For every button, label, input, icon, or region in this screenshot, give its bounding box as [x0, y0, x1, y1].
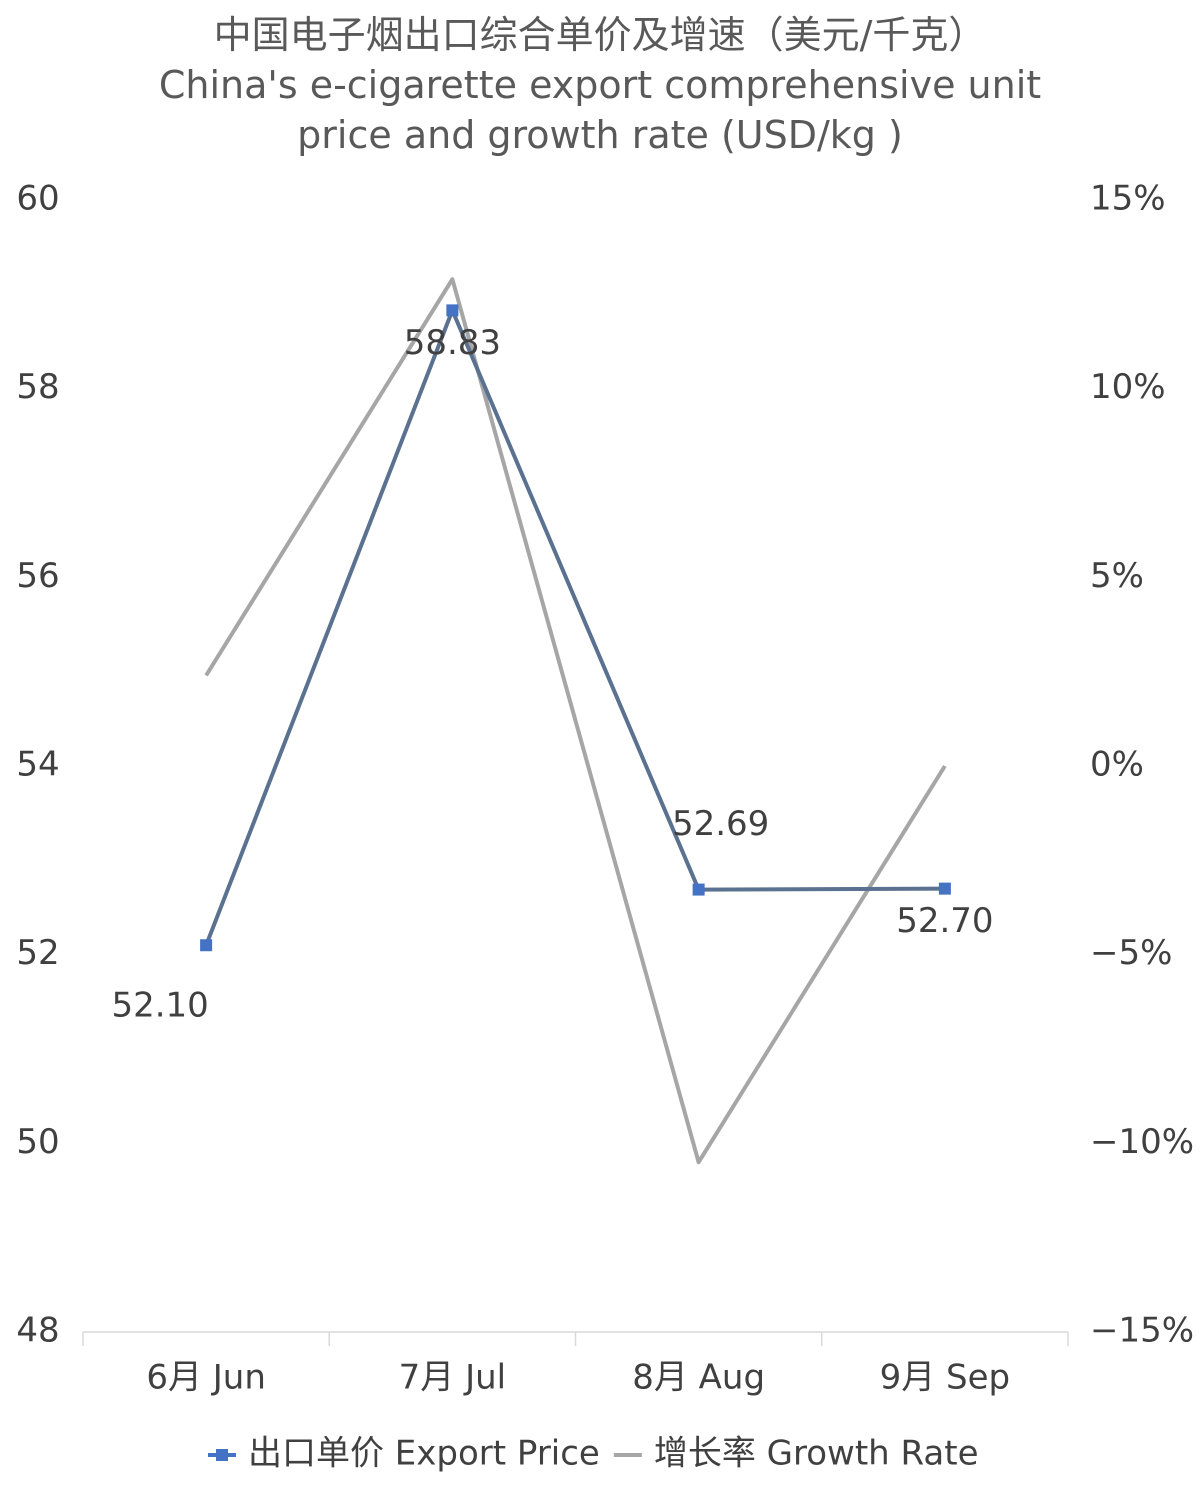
y2-tick-label: −5%	[1090, 933, 1172, 973]
y2-tick-label: 0%	[1090, 745, 1144, 785]
point-marker	[446, 304, 459, 317]
y2-tick-label: 10%	[1090, 367, 1166, 407]
data-label: 58.83	[404, 323, 501, 363]
y-tick-label: 50	[16, 1122, 59, 1162]
point-marker	[692, 883, 705, 896]
y-tick-label: 60	[16, 179, 59, 219]
point-marker	[938, 882, 951, 895]
y2-tick-label: 5%	[1090, 556, 1144, 596]
data-label: 52.69	[672, 804, 769, 844]
y-tick-label: 56	[16, 556, 59, 596]
y-tick-label: 52	[16, 933, 59, 973]
chart-subtitle: China's e-cigarette export comprehensive…	[158, 63, 1042, 157]
x-tick-label: 6月 Jun	[146, 1358, 266, 1398]
y2-tick-label: 15%	[1090, 179, 1166, 219]
legend-label: 增长率 Growth Rate	[654, 1434, 979, 1474]
chart-header: 中国电子烟出口综合单价及增速（美元/千克） China's e-cigarett…	[120, 10, 1080, 160]
x-tick-label: 8月 Aug	[632, 1358, 765, 1398]
series-line	[204, 308, 945, 946]
data-label: 52.10	[111, 986, 208, 1026]
y-tick-label: 54	[16, 745, 59, 785]
y2-tick-label: −10%	[1090, 1122, 1194, 1162]
x-tick-label: 7月 Jul	[399, 1358, 506, 1398]
x-tick-label: 9月 Sep	[880, 1358, 1011, 1398]
point-marker	[200, 939, 213, 952]
chart-title: 中国电子烟出口综合单价及增速（美元/千克）	[213, 13, 987, 57]
y-tick-label: 58	[16, 367, 59, 407]
data-label: 52.70	[896, 901, 993, 941]
legend-label: 出口单价 Export Price	[248, 1434, 600, 1474]
y-tick-label: 48	[16, 1311, 59, 1351]
y2-tick-label: −15%	[1090, 1311, 1194, 1351]
legend-marker	[216, 1449, 228, 1461]
series-line	[204, 277, 947, 1165]
